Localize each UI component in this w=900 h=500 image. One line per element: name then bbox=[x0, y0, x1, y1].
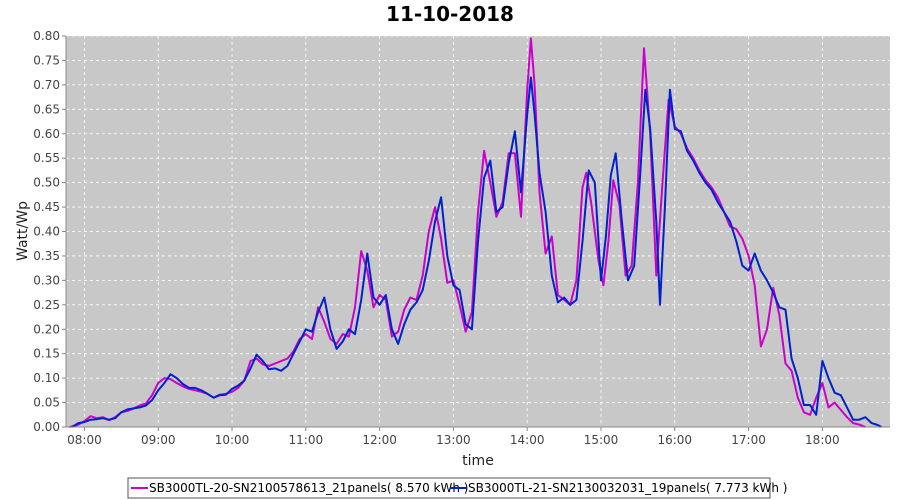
x-tick-label: 10:00 bbox=[215, 433, 250, 447]
y-tick-label: 0.20 bbox=[33, 322, 60, 336]
x-tick-label: 09:00 bbox=[141, 433, 176, 447]
y-tick-label: 0.35 bbox=[33, 249, 60, 263]
y-tick-label: 0.65 bbox=[33, 102, 60, 116]
y-tick-label: 0.15 bbox=[33, 347, 60, 361]
legend-box bbox=[127, 477, 771, 499]
x-tick-label: 11:00 bbox=[289, 433, 324, 447]
y-tick-label: 0.50 bbox=[33, 176, 60, 190]
x-tick-label: 18:00 bbox=[805, 433, 840, 447]
y-axis-ticks: 0.00 0.05 0.10 0.15 0.20 0.25 0.30 0.35 0.40 0.45… bbox=[33, 29, 66, 434]
legend: SB3000TL-20-SN2100578613_21panels( 8.570… bbox=[127, 477, 787, 499]
y-tick-label: 0.45 bbox=[33, 200, 60, 214]
x-tick-label: 17:00 bbox=[731, 433, 766, 447]
y-tick-label: 0.00 bbox=[33, 420, 60, 434]
chart-title: 11-10-2018 bbox=[386, 2, 514, 26]
y-tick-label: 0.75 bbox=[33, 53, 60, 67]
x-tick-label: 16:00 bbox=[657, 433, 692, 447]
y-tick-label: 0.40 bbox=[33, 225, 60, 239]
y-axis-label: Watt/Wp bbox=[15, 201, 31, 261]
x-tick-label: 12:00 bbox=[362, 433, 397, 447]
y-tick-label: 0.60 bbox=[33, 127, 60, 141]
x-axis-ticks: 08:00 09:00 10:00 11:00 12:00 13:00 14:00 15:00… bbox=[67, 427, 840, 447]
x-axis-label: time bbox=[462, 453, 494, 469]
y-tick-label: 0.10 bbox=[33, 371, 60, 385]
x-tick-label: 13:00 bbox=[436, 433, 471, 447]
series-line-2 bbox=[71, 76, 882, 428]
y-tick-label: 0.55 bbox=[33, 151, 60, 165]
x-tick-label: 15:00 bbox=[584, 433, 619, 447]
series-lines bbox=[69, 37, 882, 428]
legend-label-series-2: SB3000TL-21-SN2130032031_19panels( 7.773… bbox=[468, 481, 787, 495]
y-tick-label: 0.70 bbox=[33, 78, 60, 92]
x-tick-label: 08:00 bbox=[67, 433, 102, 447]
legend-label-series-1: SB3000TL-20-SN2100578613_21panels( 8.570… bbox=[149, 481, 468, 495]
y-tick-label: 0.80 bbox=[33, 29, 60, 43]
y-tick-label: 0.05 bbox=[33, 396, 60, 410]
x-tick-label: 14:00 bbox=[510, 433, 545, 447]
y-tick-label: 0.30 bbox=[33, 273, 60, 287]
y-tick-label: 0.25 bbox=[33, 298, 60, 312]
